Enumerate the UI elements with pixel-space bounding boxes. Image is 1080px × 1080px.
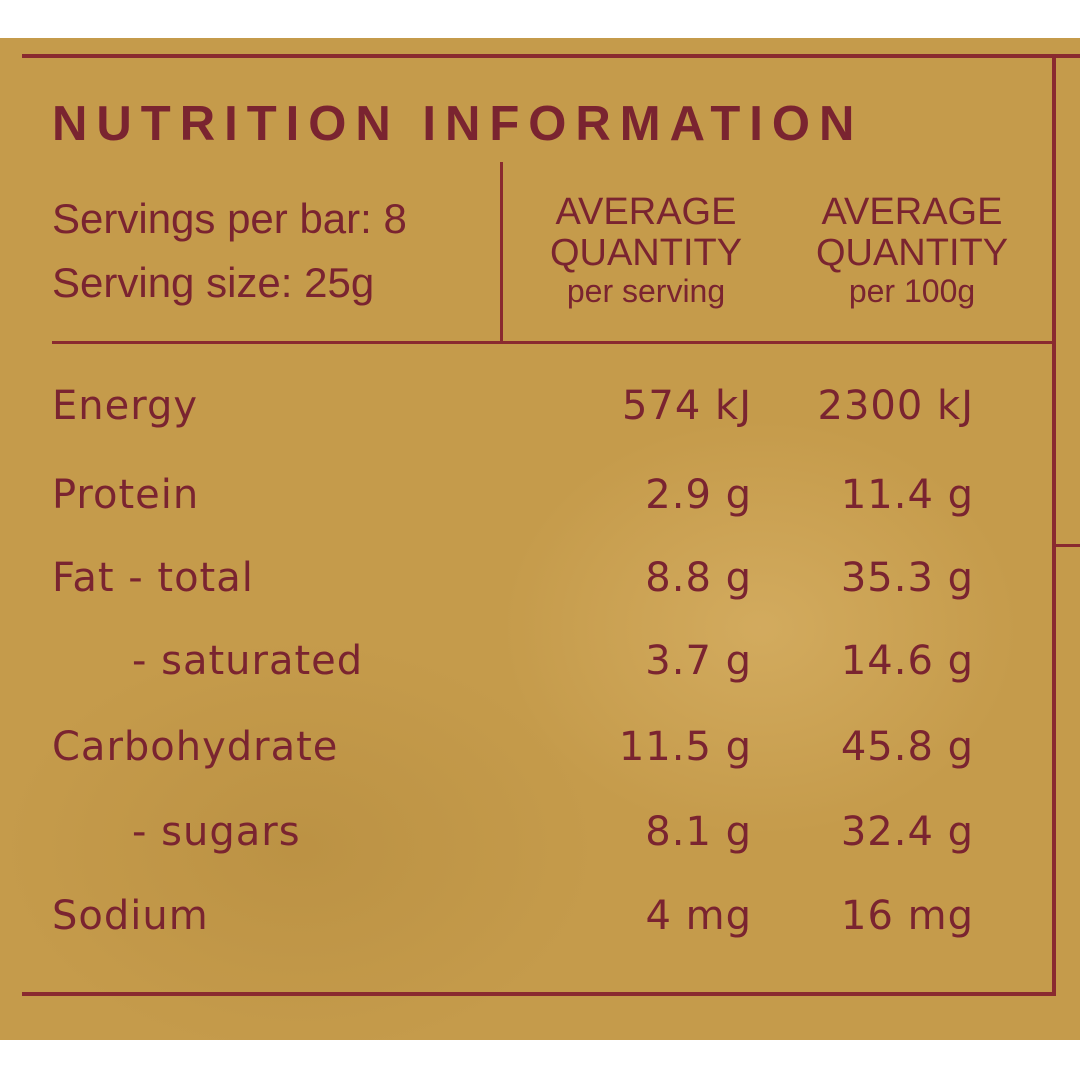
value-per-100g: 45.8 g bbox=[840, 724, 974, 770]
nutrient-name: Energy bbox=[52, 383, 199, 429]
value-per-serving: 8.8 g bbox=[645, 555, 752, 601]
column-header-line2: QUANTITY bbox=[549, 232, 743, 275]
nutrient-name: Carbohydrate bbox=[52, 724, 339, 770]
value-per-100g: 14.6 g bbox=[840, 638, 974, 684]
nutrient-name: - saturated bbox=[132, 638, 364, 684]
table-row-fat-total: Fat - total 8.8 g 35.3 g bbox=[52, 555, 1052, 639]
value-per-100g: 32.4 g bbox=[840, 809, 974, 855]
value-per-100g: 2300 kJ bbox=[817, 383, 974, 429]
table-row-energy: Energy 574 kJ 2300 kJ bbox=[52, 383, 1052, 467]
header-divider bbox=[52, 341, 1054, 344]
top-border bbox=[22, 54, 1080, 58]
background-shade bbox=[0, 638, 600, 1040]
label-title: NUTRITION INFORMATION bbox=[52, 97, 864, 151]
value-per-serving: 8.1 g bbox=[645, 809, 752, 855]
value-per-serving: 4 mg bbox=[645, 893, 752, 939]
nutrition-label-panel: NUTRITION INFORMATION Servings per bar: … bbox=[0, 38, 1080, 1040]
nutrient-name: - sugars bbox=[132, 809, 301, 855]
value-per-100g: 11.4 g bbox=[840, 472, 974, 518]
nutrient-name: Sodium bbox=[52, 893, 209, 939]
table-row-carbohydrate: Carbohydrate 11.5 g 45.8 g bbox=[52, 724, 1052, 808]
column-header-line3: per 100g bbox=[848, 273, 976, 310]
column-header-per-100g: AVERAGE QUANTITY per 100g bbox=[780, 191, 1044, 310]
column-header-per-serving: AVERAGE QUANTITY per serving bbox=[514, 191, 778, 310]
value-per-serving: 574 kJ bbox=[621, 383, 752, 429]
background-sheen bbox=[500, 418, 1020, 838]
value-per-100g: 16 mg bbox=[841, 893, 974, 939]
value-per-serving: 3.7 g bbox=[645, 638, 752, 684]
table-row-protein: Protein 2.9 g 11.4 g bbox=[52, 472, 1052, 556]
table-row-saturated: - saturated 3.7 g 14.6 g bbox=[52, 638, 1052, 722]
column-header-line3: per serving bbox=[566, 273, 726, 310]
value-per-serving: 2.9 g bbox=[645, 472, 752, 518]
bottom-border bbox=[22, 992, 1056, 996]
nutrient-name: Protein bbox=[52, 472, 200, 518]
adjacent-panel-line bbox=[1056, 544, 1080, 547]
serving-size: Serving size: 25g bbox=[52, 259, 375, 306]
servings-per-bar: Servings per bar: 8 bbox=[52, 195, 407, 242]
nutrient-name: Fat - total bbox=[52, 555, 254, 601]
table-row-sodium: Sodium 4 mg 16 mg bbox=[52, 893, 1052, 977]
right-border bbox=[1052, 54, 1056, 996]
value-per-serving: 11.5 g bbox=[618, 724, 752, 770]
value-per-100g: 35.3 g bbox=[840, 555, 974, 601]
column-divider bbox=[500, 162, 503, 344]
table-row-sugars: - sugars 8.1 g 32.4 g bbox=[52, 809, 1052, 893]
column-header-line1: AVERAGE bbox=[821, 191, 1003, 233]
column-header-line1: AVERAGE bbox=[555, 191, 737, 233]
column-header-line2: QUANTITY bbox=[815, 232, 1009, 275]
